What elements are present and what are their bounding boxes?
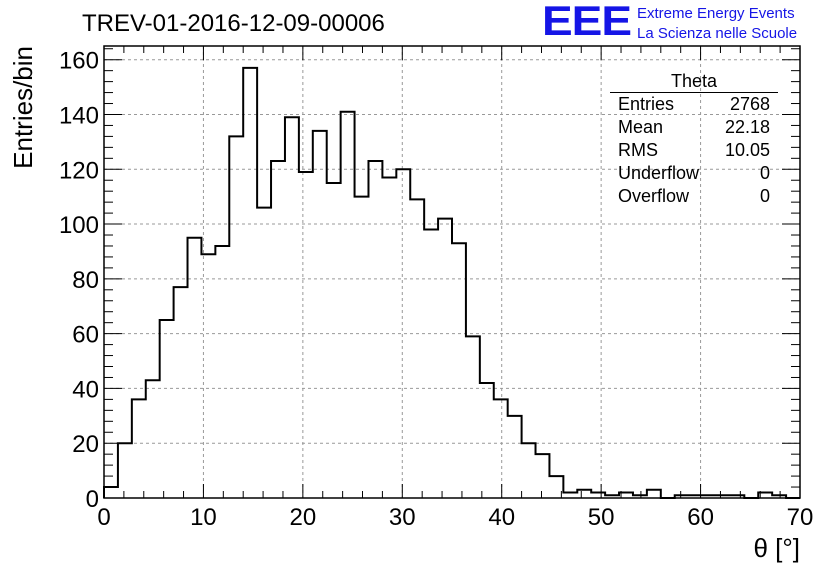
- logo-line-2: La Scienza nelle Scuole: [637, 25, 798, 42]
- stats-row-rms: RMS 10.05: [610, 139, 778, 162]
- stats-value: 2768: [729, 94, 770, 114]
- x-tick-label: 0: [97, 504, 110, 531]
- stats-label: Mean: [618, 117, 664, 137]
- y-tick-label: 0: [86, 486, 99, 513]
- stats-row-overflow: Overflow 0: [610, 185, 778, 208]
- y-tick-label: 40: [72, 376, 99, 403]
- x-tick-label: 70: [787, 504, 814, 531]
- stats-value: 0: [759, 163, 770, 183]
- stats-value: 22.18: [724, 117, 770, 137]
- x-tick-label: 60: [687, 504, 714, 531]
- stats-box: Theta Entries 2768 Mean 22.18 RMS 10.05 Und…: [610, 70, 778, 208]
- x-axis-label: θ [°]: [753, 533, 800, 563]
- x-tick-label: 10: [190, 504, 217, 531]
- y-tick-label: 20: [72, 431, 99, 458]
- x-tick-label: 20: [290, 504, 317, 531]
- stats-value: 0: [759, 186, 770, 206]
- y-tick-label: 100: [59, 212, 99, 239]
- y-tick-label: 80: [72, 267, 99, 294]
- y-tick-label: 120: [59, 157, 99, 184]
- stats-title: Theta: [610, 70, 778, 93]
- stats-label: Overflow: [618, 186, 690, 206]
- histogram-series-theta: [103, 66, 800, 499]
- x-tick-label: 50: [588, 504, 615, 531]
- axis-ticks: [103, 46, 801, 499]
- stats-label: Underflow: [618, 163, 700, 183]
- stats-row-mean: Mean 22.18: [610, 116, 778, 139]
- plot-frame: [103, 45, 801, 499]
- y-tick-label: 160: [59, 48, 99, 75]
- x-tick-label: 40: [488, 504, 515, 531]
- logo-line-1: Extreme Energy Events: [637, 5, 795, 22]
- stats-label: RMS: [618, 140, 658, 160]
- chart-title: TREV-01-2016-12-09-00006: [82, 10, 385, 37]
- stats-value: 10.05: [724, 140, 770, 160]
- x-tick-label: 30: [389, 504, 416, 531]
- y-tick-label: 140: [59, 102, 99, 129]
- stats-row-underflow: Underflow 0: [610, 162, 778, 185]
- y-axis-label: Entries/bin: [8, 46, 38, 169]
- eee-logo: EEE: [542, 0, 632, 45]
- tick-labels: 0 10 20 30 40 50 60 70 0 20 40 60 80 100 120 140 160: [59, 48, 813, 531]
- stats-label: Entries: [618, 94, 675, 114]
- stats-row-entries: Entries 2768: [610, 93, 778, 116]
- y-tick-label: 60: [72, 322, 99, 349]
